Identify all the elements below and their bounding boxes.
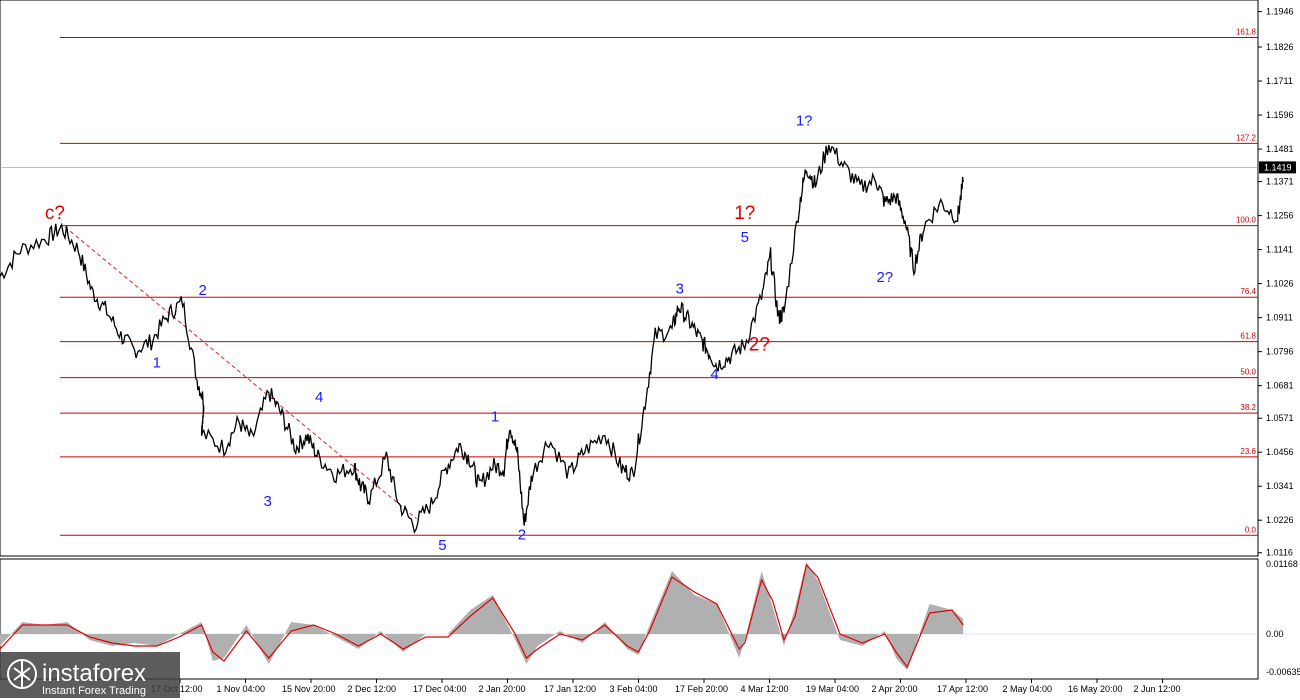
oscillator-signal-line (0, 563, 964, 669)
time-tick-label-5: 2 Jan 20:00 (479, 684, 526, 694)
wave-label-10: 5 (741, 229, 749, 246)
time-tick-label-14: 16 May 20:00 (1068, 684, 1123, 694)
oscillator-tick-label-1: 0.00 (1266, 629, 1284, 639)
time-tick-label-11: 2 Apr 20:00 (872, 684, 918, 694)
fib-label-76-4: 76.4 (1240, 287, 1256, 296)
price-tick-label-12: 1.0571 (1266, 413, 1294, 423)
wave-label-14: 2? (876, 269, 893, 286)
wave-label-7: 2 (518, 526, 526, 543)
wave-label-13: 1? (796, 113, 813, 130)
time-tick-label-6: 17 Jan 12:00 (544, 684, 596, 694)
time-tick-label-9: 4 Mar 12:00 (741, 684, 789, 694)
wave-label-12: 2? (749, 334, 770, 355)
logo-backdrop (0, 652, 180, 698)
wave-trendline (64, 226, 417, 520)
price-tick-label-10: 1.0796 (1266, 347, 1294, 357)
price-tick-label-4: 1.1481 (1266, 144, 1294, 154)
trendline-layer (64, 226, 417, 520)
brand-name: instaforex (42, 660, 146, 687)
time-tick-label-4: 17 Dec 04:00 (413, 684, 467, 694)
current-price-label: 1.1419 (1264, 162, 1292, 172)
wave-label-8: 3 (676, 281, 684, 298)
price-tick-label-1: 1.1826 (1266, 42, 1294, 52)
wave-label-2: 2 (199, 282, 207, 299)
fib-label-100-0: 100.0 (1236, 216, 1257, 225)
time-tick-label-13: 2 May 04:00 (1003, 684, 1053, 694)
oscillator-histogram (0, 562, 964, 670)
logo-icon (7, 659, 37, 689)
fibonacci-levels: 0.0 23.6 38.2 50.0 61.8 76.4 100.0 127.2 161.8 (0, 28, 1258, 536)
price-axis: 1.1946 1.1826 1.1711 1.1596 1.1481 1.1371 1.12… (1258, 7, 1296, 558)
fib-label-161-8: 161.8 (1236, 28, 1257, 37)
price-tick-label-16: 1.0116 (1266, 548, 1293, 558)
price-tick-label-9: 1.0911 (1266, 313, 1293, 323)
oscillator-tick-label-2: -0.00635 (1266, 667, 1300, 677)
oscillator-axis: 0.01168 0.00 -0.00635 (1266, 559, 1300, 677)
fib-label-50-0: 50.0 (1240, 368, 1256, 377)
price-series (0, 144, 964, 535)
oscillator-tick-label-0: 0.01168 (1266, 559, 1298, 569)
wave-label-0: c? (45, 203, 65, 224)
brand-tagline: Instant Forex Trading (42, 685, 146, 697)
price-tick-label-0: 1.1946 (1266, 7, 1294, 17)
fib-label-127-2: 127.2 (1236, 133, 1257, 142)
wave-label-1: 1 (153, 355, 161, 372)
price-tick-label-3: 1.1596 (1266, 110, 1294, 120)
oscillator-panel-frame (0, 558, 1259, 680)
time-tick-label-1: 1 Nov 04:00 (217, 684, 266, 694)
wave-label-11: 1? (734, 203, 755, 224)
wave-label-9: 4 (710, 366, 718, 383)
price-tick-label-11: 1.0681 (1266, 381, 1294, 391)
price-tick-label-6: 1.1256 (1266, 211, 1294, 221)
price-tick-label-15: 1.0226 (1266, 515, 1294, 525)
price-tick-label-14: 1.0341 (1266, 481, 1294, 491)
price-panel-frame (0, 0, 1259, 557)
time-tick-label-2: 15 Nov 20:00 (282, 684, 336, 694)
wave-label-5: 5 (438, 537, 446, 554)
price-tick-label-2: 1.1711 (1266, 76, 1293, 86)
time-tick-label-8: 17 Feb 20:00 (675, 684, 728, 694)
time-tick-label-15: 2 Jun 12:00 (1134, 684, 1181, 694)
time-tick-label-7: 3 Feb 04:00 (610, 684, 658, 694)
fib-label-38-2: 38.2 (1240, 403, 1256, 412)
fib-label-61-8: 61.8 (1240, 332, 1256, 341)
fib-label-0-0: 0.0 (1245, 525, 1257, 534)
fib-label-23-6: 23.6 (1240, 447, 1256, 456)
price-tick-label-8: 1.1026 (1266, 279, 1294, 289)
price-tick-label-13: 1.0456 (1266, 447, 1294, 457)
wave-label-3: 3 (264, 493, 272, 510)
brand-logo: instaforex Instant Forex Trading (0, 652, 180, 698)
time-tick-label-10: 19 Mar 04:00 (806, 684, 859, 694)
wave-labels: c? 1 2 3 4 5 1 2 3 4 5 1? 2? 1? 2? (45, 113, 893, 554)
time-tick-label-12: 17 Apr 12:00 (937, 684, 988, 694)
price-tick-label-5: 1.1371 (1266, 177, 1294, 187)
wave-label-4: 4 (315, 389, 323, 406)
wave-label-6: 1 (491, 408, 499, 425)
oscillator-series (0, 562, 1258, 670)
time-tick-label-3: 2 Dec 12:00 (348, 684, 397, 694)
price-line (0, 144, 964, 535)
current-price-tag (1259, 161, 1296, 174)
price-tick-label-7: 1.1141 (1266, 245, 1293, 255)
